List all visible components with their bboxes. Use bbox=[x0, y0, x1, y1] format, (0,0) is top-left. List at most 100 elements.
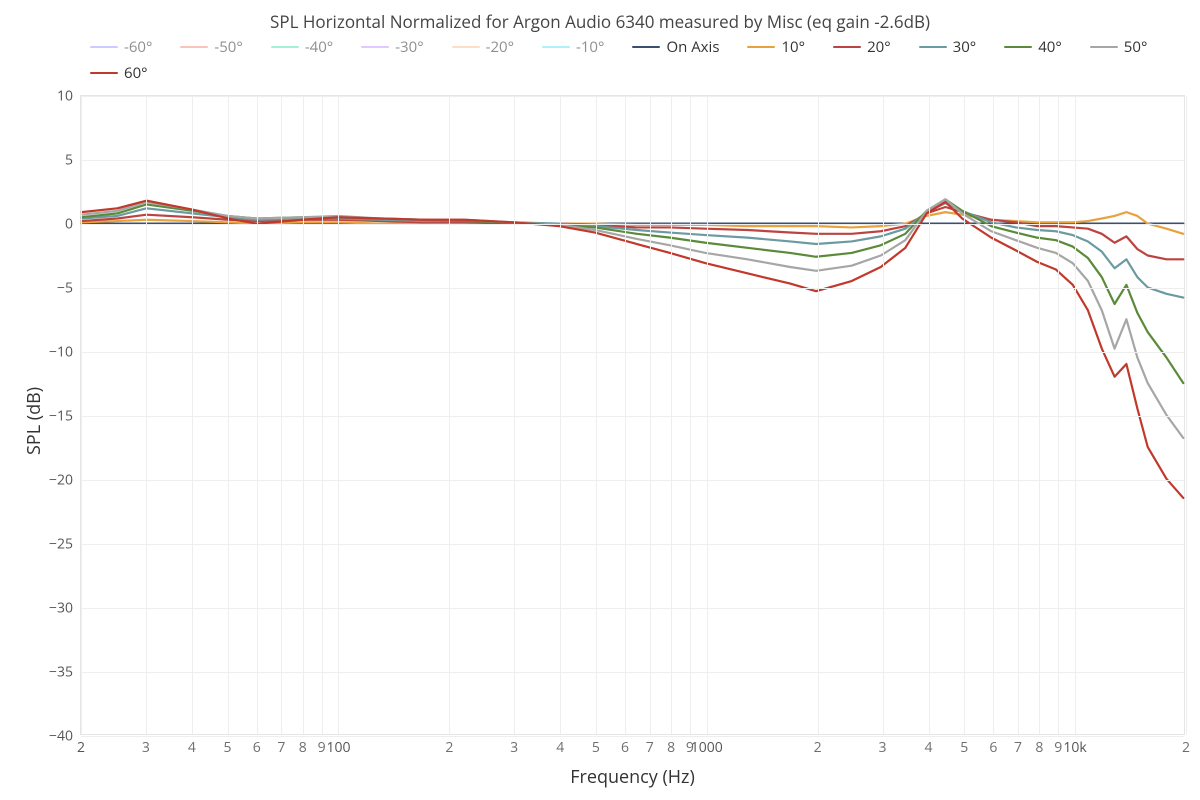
legend-item[interactable]: 50° bbox=[1090, 36, 1148, 58]
legend-item[interactable]: -10° bbox=[542, 36, 604, 58]
grid-line bbox=[228, 96, 229, 734]
legend-swatch bbox=[747, 46, 775, 49]
grid-line bbox=[993, 96, 994, 734]
legend-label: 50° bbox=[1124, 37, 1148, 57]
chart-title: SPL Horizontal Normalized for Argon Audi… bbox=[0, 10, 1200, 33]
legend-label: -50° bbox=[214, 37, 242, 57]
grid-line bbox=[1075, 96, 1076, 734]
legend-label: -10° bbox=[576, 37, 604, 57]
legend-label: 10° bbox=[781, 37, 805, 57]
grid-line bbox=[596, 96, 597, 734]
grid-line bbox=[690, 96, 691, 734]
grid-line bbox=[650, 96, 651, 734]
x-tick-label: 100 bbox=[326, 738, 350, 757]
y-tick-label: 5 bbox=[65, 151, 73, 170]
x-tick-label: 3 bbox=[142, 738, 150, 757]
legend: -60° -50° -40° -30° -20° -10° On Axis 10° 20° 30°… bbox=[90, 36, 1180, 88]
legend-label: 40° bbox=[1038, 37, 1062, 57]
grid-line bbox=[81, 96, 82, 734]
grid-line bbox=[560, 96, 561, 734]
x-axis-label: Frequency (Hz) bbox=[80, 765, 1185, 789]
grid-line bbox=[964, 96, 965, 734]
grid-line bbox=[671, 96, 672, 734]
y-tick-label: −20 bbox=[49, 471, 73, 490]
legend-label: -40° bbox=[305, 37, 333, 57]
legend-swatch bbox=[271, 46, 299, 49]
y-tick-label: −40 bbox=[49, 727, 73, 746]
grid-line bbox=[449, 96, 450, 734]
y-tick-label: −35 bbox=[49, 663, 73, 682]
grid-line bbox=[1018, 96, 1019, 734]
legend-swatch bbox=[361, 46, 389, 49]
legend-swatch bbox=[90, 72, 118, 75]
legend-item[interactable]: 10° bbox=[747, 36, 805, 58]
x-tick-label: 10k bbox=[1063, 738, 1086, 757]
x-tick-label: 3 bbox=[510, 738, 518, 757]
grid-line bbox=[281, 96, 282, 734]
x-tick-label: 7 bbox=[277, 738, 285, 757]
grid-line bbox=[1058, 96, 1059, 734]
legend-swatch bbox=[833, 46, 861, 49]
grid-line bbox=[514, 96, 515, 734]
legend-swatch bbox=[90, 46, 118, 49]
x-tick-label: 5 bbox=[592, 738, 600, 757]
legend-item[interactable]: -20° bbox=[452, 36, 514, 58]
legend-label: -30° bbox=[395, 37, 423, 57]
legend-item[interactable]: 40° bbox=[1004, 36, 1062, 58]
grid-line bbox=[1186, 96, 1187, 734]
grid-line bbox=[625, 96, 626, 734]
x-tick-label: 5 bbox=[224, 738, 232, 757]
legend-swatch bbox=[919, 46, 947, 49]
chart-container: SPL Horizontal Normalized for Argon Audi… bbox=[0, 0, 1200, 800]
legend-item[interactable]: On Axis bbox=[632, 36, 719, 58]
x-tick-label: 5 bbox=[960, 738, 968, 757]
x-tick-label: 8 bbox=[299, 738, 307, 757]
grid-line bbox=[929, 96, 930, 734]
x-tick-label: 6 bbox=[989, 738, 997, 757]
legend-item[interactable]: -60° bbox=[90, 36, 152, 58]
legend-label: 20° bbox=[867, 37, 891, 57]
x-tick-label: 8 bbox=[1035, 738, 1043, 757]
x-tick-label: 8 bbox=[667, 738, 675, 757]
y-tick-label: −15 bbox=[49, 407, 73, 426]
x-tick-label: 7 bbox=[1014, 738, 1022, 757]
x-tick-label: 2 bbox=[77, 738, 85, 757]
y-axis-label: SPL (dB) bbox=[22, 387, 46, 455]
y-tick-label: 10 bbox=[57, 87, 73, 106]
legend-item[interactable]: 30° bbox=[919, 36, 977, 58]
x-tick-label: 3 bbox=[879, 738, 887, 757]
legend-item[interactable]: 60° bbox=[90, 62, 148, 84]
legend-item[interactable]: 20° bbox=[833, 36, 891, 58]
x-tick-label: 1000 bbox=[691, 738, 723, 757]
x-tick-label: 9 bbox=[686, 738, 694, 757]
y-tick-label: −10 bbox=[49, 343, 73, 362]
legend-label: -60° bbox=[124, 37, 152, 57]
legend-label: 30° bbox=[953, 37, 977, 57]
legend-swatch bbox=[632, 46, 660, 49]
x-tick-label: 9 bbox=[1054, 738, 1062, 757]
legend-item[interactable]: -50° bbox=[180, 36, 242, 58]
legend-swatch bbox=[452, 46, 480, 49]
y-tick-label: −30 bbox=[49, 599, 73, 618]
grid-line bbox=[257, 96, 258, 734]
x-tick-label: 6 bbox=[621, 738, 629, 757]
legend-label: -20° bbox=[486, 37, 514, 57]
grid-line bbox=[81, 736, 1184, 737]
grid-line bbox=[192, 96, 193, 734]
y-tick-label: 0 bbox=[65, 215, 73, 234]
plot-area[interactable]: −40−35−30−25−20−15−10−505102100100010k34… bbox=[80, 95, 1185, 735]
legend-swatch bbox=[1090, 46, 1118, 49]
grid-line bbox=[818, 96, 819, 734]
legend-item[interactable]: -30° bbox=[361, 36, 423, 58]
x-tick-label: 4 bbox=[188, 738, 196, 757]
x-tick-label: 9 bbox=[318, 738, 326, 757]
legend-item[interactable]: -40° bbox=[271, 36, 333, 58]
legend-swatch bbox=[1004, 46, 1032, 49]
grid-line bbox=[338, 96, 339, 734]
legend-swatch bbox=[180, 46, 208, 49]
grid-line bbox=[707, 96, 708, 734]
legend-label: 60° bbox=[124, 63, 148, 83]
grid-line bbox=[146, 96, 147, 734]
legend-label: On Axis bbox=[666, 37, 719, 57]
x-tick-label: 2 bbox=[445, 738, 453, 757]
